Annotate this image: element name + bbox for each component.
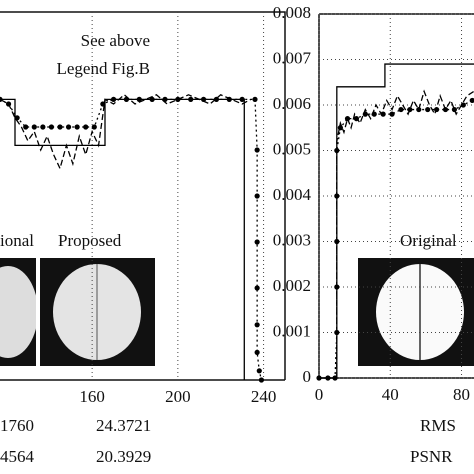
annotation: Proposed — [58, 231, 122, 250]
table-label: PSNR — [410, 447, 453, 466]
marker — [337, 125, 343, 131]
axes-frame — [0, 11, 286, 381]
marker — [23, 124, 29, 130]
marker — [325, 375, 331, 381]
marker — [226, 96, 232, 102]
marker — [334, 329, 340, 336]
marker — [162, 96, 168, 102]
marker — [200, 96, 207, 102]
marker — [254, 147, 260, 153]
y-tick-label: 0.006 — [273, 94, 311, 113]
table-cell: 4564 — [0, 447, 35, 466]
marker — [110, 96, 117, 102]
marker — [407, 106, 413, 113]
marker — [239, 96, 245, 102]
marker — [254, 239, 260, 245]
marker — [48, 124, 55, 130]
marker — [389, 111, 395, 117]
marker — [371, 111, 377, 117]
x-tick-label: 200 — [165, 387, 191, 406]
marker — [254, 349, 260, 355]
marker — [100, 101, 106, 107]
marker — [175, 96, 181, 102]
inset-left — [0, 258, 155, 366]
marker — [316, 375, 322, 381]
marker — [254, 285, 260, 291]
marker — [83, 124, 89, 130]
inset-right — [358, 258, 474, 366]
y-tick-label: 0.001 — [273, 321, 311, 340]
marker — [136, 96, 142, 102]
inset-divider — [36, 258, 40, 366]
table-cell: 24.3721 — [96, 416, 151, 435]
marker — [0, 96, 3, 102]
marker — [469, 97, 474, 104]
marker — [40, 124, 46, 130]
marker — [91, 124, 97, 130]
marker — [433, 106, 440, 113]
x-tick-label: 240 — [251, 387, 277, 406]
marker — [188, 96, 194, 102]
annotation: Legend Fig.B — [57, 59, 151, 78]
marker — [57, 124, 63, 130]
marker — [353, 116, 360, 122]
y-tick-label: 0.004 — [273, 185, 312, 204]
marker — [258, 377, 265, 383]
marker — [65, 124, 72, 130]
marker — [416, 106, 422, 113]
marker — [252, 96, 258, 102]
plots: 160 200 240 0 40 80 0 0.001 0.002 0.003 0.004 0.005… — [0, 3, 474, 406]
annotation: ional — [0, 231, 34, 250]
marker — [460, 102, 466, 108]
marker — [254, 322, 260, 328]
marker — [334, 238, 340, 245]
marker — [5, 101, 12, 107]
marker — [254, 193, 260, 199]
y-tick-label: 0.002 — [273, 276, 311, 295]
table-cell: 1760 — [0, 416, 34, 435]
marker — [332, 375, 338, 381]
marker — [334, 284, 340, 290]
x-tick-label: 0 — [315, 385, 324, 404]
table-label: RMS — [420, 416, 456, 435]
series-line — [0, 93, 252, 171]
marker — [74, 124, 80, 130]
annotation: Original — [400, 231, 457, 250]
x-tick-label: 80 — [453, 385, 470, 404]
marker — [398, 106, 404, 113]
x-tick-label: 160 — [79, 387, 105, 406]
inset-ellipse — [0, 266, 38, 358]
marker — [334, 147, 340, 154]
y-tick-label: 0.003 — [273, 230, 311, 249]
marker — [344, 116, 351, 122]
marker — [123, 96, 130, 102]
marker — [425, 106, 431, 113]
y-tick-label: 0.008 — [273, 3, 311, 22]
x-tick-label: 40 — [382, 385, 399, 404]
marker — [14, 115, 20, 121]
y-tick-label: 0 — [303, 367, 312, 386]
marker — [451, 106, 458, 113]
marker — [31, 124, 37, 130]
marker — [380, 111, 386, 117]
marker — [442, 106, 449, 113]
marker — [149, 96, 155, 102]
annotation: See above — [81, 31, 150, 50]
series-line — [319, 89, 474, 379]
y-tick-label: 0.005 — [273, 139, 311, 158]
marker — [213, 96, 220, 102]
y-tick-label: 0.007 — [273, 48, 312, 67]
table-cell: 20.3929 — [96, 447, 151, 466]
marker — [362, 111, 368, 117]
marker — [334, 193, 340, 199]
marker — [256, 368, 262, 374]
